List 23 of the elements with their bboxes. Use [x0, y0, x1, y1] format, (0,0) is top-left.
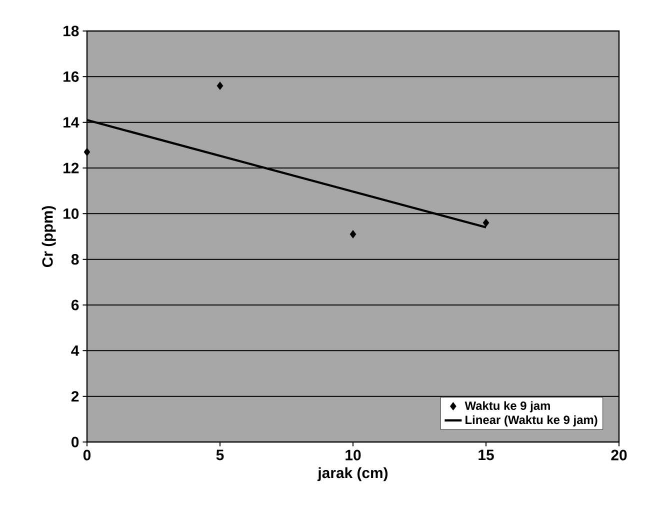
y-tick-label: 12 [64, 162, 79, 174]
legend-label: Linear (Waktu ke 9 jam) [466, 415, 598, 426]
y-tick-label: 8 [71, 254, 79, 265]
x-tick-label: 15 [478, 450, 494, 460]
y-tick-label: 10 [64, 208, 79, 219]
y-tick-label: 14 [64, 117, 80, 128]
y-tick-label: 4 [71, 346, 80, 356]
x-tick-label: 0 [83, 450, 91, 460]
point [350, 230, 356, 238]
x-tick-label: 10 [346, 450, 361, 460]
x-tick-label: 20 [611, 450, 627, 460]
y-tick-label: 0 [72, 436, 79, 448]
y-tick-label: 16 [64, 71, 79, 82]
legend-label: Waktu ke 9 jam [464, 401, 550, 412]
point [84, 148, 90, 156]
point [482, 218, 490, 227]
y-tick-label: 2 [71, 391, 79, 402]
y-tick-label: 6 [71, 300, 79, 310]
point [216, 82, 224, 90]
x-tick-label: 5 [216, 450, 224, 460]
y-tick-label: 18 [64, 26, 79, 36]
x-axis-title: jarak (cm) [317, 467, 388, 482]
y-axis-title: Cr (ppm) [42, 206, 56, 268]
